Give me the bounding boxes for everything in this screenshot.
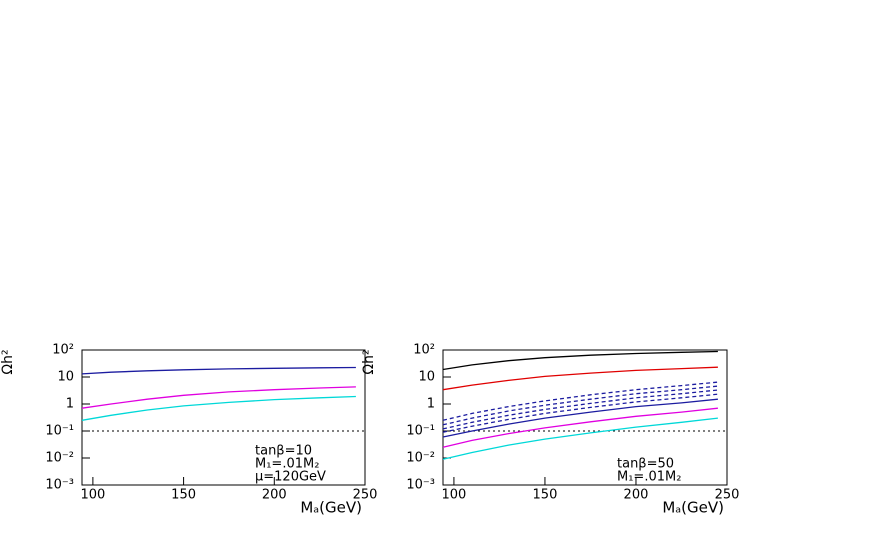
y-tick-label: 10⁻² bbox=[45, 451, 74, 466]
y-tick-label: 10⁻³ bbox=[45, 478, 74, 493]
y-tick-label: 10 bbox=[57, 370, 74, 385]
annotation: μ=120GeV bbox=[255, 470, 326, 485]
y-tick-label: 10² bbox=[413, 343, 435, 358]
curve bbox=[442, 407, 718, 448]
y-tick-label: 10⁻¹ bbox=[45, 424, 74, 439]
plot-frame bbox=[81, 349, 366, 486]
curve bbox=[81, 366, 356, 375]
y-axis-label: Ωh² bbox=[0, 349, 16, 374]
curve bbox=[442, 393, 718, 433]
y-axis-label: Ωh² bbox=[361, 349, 377, 374]
x-tick-label: 100 bbox=[80, 488, 105, 503]
annotation: tanβ=50 bbox=[617, 457, 674, 472]
x-tick-label: 200 bbox=[262, 488, 287, 503]
annotation: M₁=.01M₂ bbox=[255, 457, 319, 472]
y-tick-label: 1 bbox=[427, 397, 435, 412]
curve bbox=[442, 385, 718, 426]
x-axis-label: Mₐ(GeV) bbox=[300, 499, 362, 517]
y-tick-label: 10⁻¹ bbox=[406, 424, 435, 439]
curve bbox=[442, 381, 718, 421]
x-tick-label: 250 bbox=[715, 488, 740, 503]
curve bbox=[81, 395, 356, 421]
y-tick-label: 10⁻² bbox=[406, 451, 435, 466]
x-tick-label: 100 bbox=[442, 488, 467, 503]
annotation: tanβ=10 bbox=[255, 444, 312, 459]
curve bbox=[81, 386, 356, 409]
curve bbox=[442, 398, 718, 438]
plot-frame bbox=[442, 349, 728, 486]
y-tick-label: 10² bbox=[52, 343, 74, 358]
curve bbox=[442, 366, 718, 391]
curve bbox=[442, 350, 718, 371]
y-tick-label: 10 bbox=[418, 370, 435, 385]
x-tick-label: 200 bbox=[624, 488, 649, 503]
x-tick-label: 250 bbox=[353, 488, 378, 503]
curve bbox=[442, 389, 718, 430]
curve bbox=[442, 417, 718, 460]
x-axis-label: Mₐ(GeV) bbox=[662, 499, 724, 517]
y-tick-label: 10⁻³ bbox=[406, 478, 435, 493]
annotation: M₁=.01M₂ bbox=[617, 470, 681, 485]
x-tick-label: 150 bbox=[533, 488, 558, 503]
x-tick-label: 150 bbox=[171, 488, 196, 503]
y-tick-label: 1 bbox=[66, 397, 74, 412]
